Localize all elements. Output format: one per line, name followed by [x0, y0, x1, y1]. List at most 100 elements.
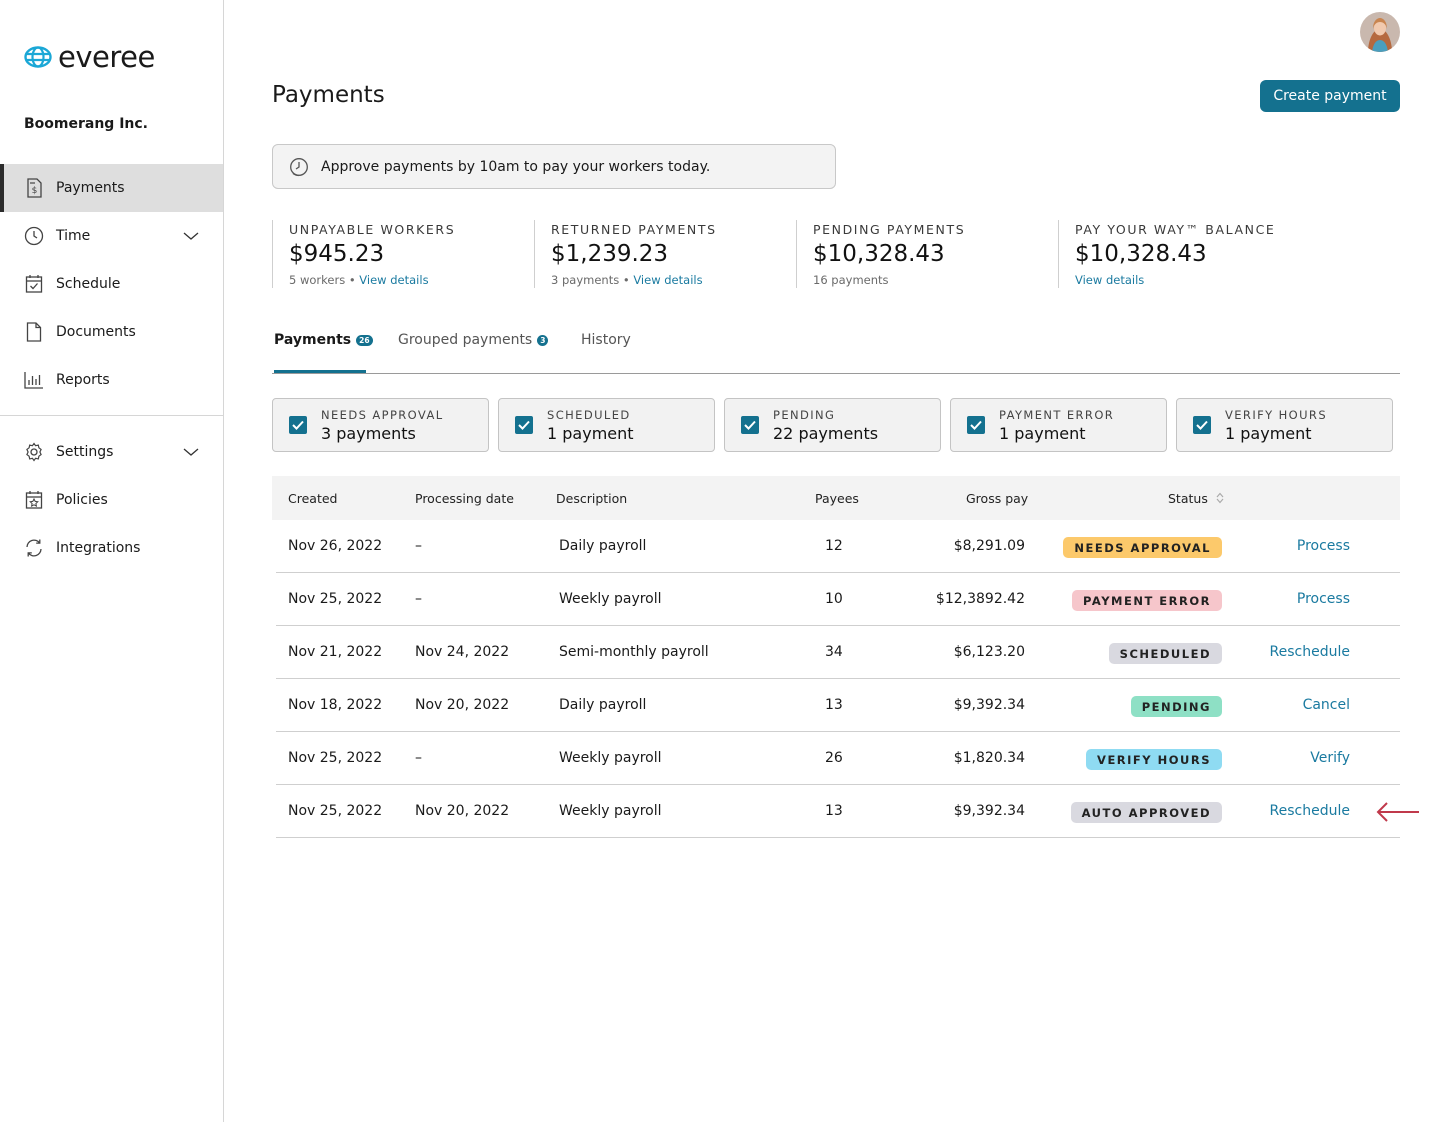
- stat-sub: 16 payments: [813, 273, 1058, 287]
- payees-cell: 26: [825, 750, 843, 766]
- sort-icon[interactable]: [1216, 492, 1224, 504]
- sidebar-item-time[interactable]: Time: [0, 212, 223, 260]
- gross-pay-cell: $6,123.20: [953, 644, 1025, 660]
- filter-verify-hours[interactable]: VERIFY HOURS 1 payment: [1176, 398, 1393, 452]
- created-cell: Nov 25, 2022: [288, 750, 383, 766]
- tab-payments[interactable]: Payments 26: [274, 330, 373, 350]
- stat-label: RETURNED PAYMENTS: [551, 222, 717, 237]
- status-badge: PENDING: [1130, 696, 1222, 717]
- view-details-link[interactable]: View details: [633, 273, 703, 287]
- table-row[interactable]: Nov 18, 2022 Nov 20, 2022 Daily payroll 13 $…: [276, 679, 1400, 732]
- tab-grouped-payments[interactable]: Grouped payments 3: [398, 330, 549, 350]
- globe-logo-icon: [24, 46, 52, 68]
- stat-value: $10,328.43: [813, 241, 945, 267]
- sidebar-item-label: Payments: [56, 180, 125, 196]
- sidebar-item-documents[interactable]: Documents: [0, 308, 223, 356]
- user-avatar[interactable]: [1360, 12, 1400, 52]
- checkbox-checked-icon[interactable]: [1193, 416, 1211, 434]
- table-row[interactable]: Nov 26, 2022 – Daily payroll 12 $8,291.09 NEE…: [276, 520, 1400, 573]
- row-action-link[interactable]: Reschedule: [1269, 803, 1350, 819]
- company-name: Boomerang Inc.: [24, 116, 148, 132]
- everee-logo[interactable]: everee: [24, 42, 155, 72]
- sidebar: everee Boomerang Inc. $ Payments Time Sc…: [0, 0, 224, 1122]
- checkbox-checked-icon[interactable]: [967, 416, 985, 434]
- table-row[interactable]: Nov 25, 2022 – Weekly payroll 26 $1,820.34 VE…: [276, 732, 1400, 785]
- table-row[interactable]: Nov 21, 2022 Nov 24, 2022 Semi-monthly pay…: [276, 626, 1400, 679]
- checkbox-checked-icon[interactable]: [741, 416, 759, 434]
- processing-date-cell: –: [415, 591, 422, 607]
- checkbox-checked-icon[interactable]: [515, 416, 533, 434]
- chevron-down-icon[interactable]: [183, 444, 199, 460]
- stats-summary: UNPAYABLE WORKERS $945.23 5 workers • Vi…: [272, 220, 1320, 288]
- row-action-link[interactable]: Reschedule: [1269, 644, 1350, 660]
- payment-tabs: Payments 26 Grouped payments 3 History: [272, 320, 1400, 374]
- filter-pending[interactable]: PENDING 22 payments: [724, 398, 941, 452]
- gear-icon: [24, 442, 44, 462]
- filter-scheduled[interactable]: SCHEDULED 1 payment: [498, 398, 715, 452]
- sidebar-item-policies[interactable]: Policies: [0, 476, 223, 524]
- svg-text:$: $: [32, 186, 38, 196]
- table-body: Nov 26, 2022 – Daily payroll 12 $8,291.09 NEE…: [272, 520, 1400, 838]
- payees-cell: 12: [825, 538, 843, 554]
- column-header-processing-date[interactable]: Processing date: [415, 491, 514, 506]
- processing-date-cell: –: [415, 538, 422, 554]
- description-cell: Weekly payroll: [559, 591, 662, 607]
- sidebar-item-integrations[interactable]: Integrations: [0, 524, 223, 572]
- sidebar-divider: [0, 415, 223, 416]
- filter-count: 1 payment: [999, 423, 1086, 443]
- row-action-link[interactable]: Cancel: [1302, 697, 1350, 713]
- stat-label: UNPAYABLE WORKERS: [289, 222, 456, 237]
- description-cell: Daily payroll: [559, 538, 647, 554]
- filter-count: 22 payments: [773, 423, 879, 443]
- column-header-gross-pay[interactable]: Gross pay: [966, 491, 1029, 506]
- sidebar-item-label: Integrations: [56, 540, 141, 556]
- processing-date-cell: Nov 20, 2022: [415, 803, 510, 819]
- created-cell: Nov 25, 2022: [288, 803, 383, 819]
- description-cell: Weekly payroll: [559, 750, 662, 766]
- payees-cell: 10: [825, 591, 843, 607]
- stat-pay-your-way-balance: PAY YOUR WAY™ BALANCE $10,328.43 View de…: [1058, 220, 1320, 288]
- tab-label: Payments: [274, 332, 352, 348]
- gross-pay-cell: $1,820.34: [953, 750, 1025, 766]
- clock-icon: [24, 226, 44, 246]
- filter-label: SCHEDULED: [547, 407, 631, 422]
- payees-cell: 13: [825, 697, 843, 713]
- sidebar-item-label: Settings: [56, 444, 114, 460]
- table-row[interactable]: Nov 25, 2022 Nov 20, 2022 Weekly payroll 13…: [276, 785, 1400, 838]
- stat-label: PENDING PAYMENTS: [813, 222, 966, 237]
- stat-sub: 3 payments • View details: [551, 273, 703, 287]
- stat-label: PAY YOUR WAY™ BALANCE: [1075, 222, 1276, 237]
- filter-label: VERIFY HOURS: [1225, 407, 1328, 422]
- column-header-created[interactable]: Created: [288, 491, 338, 506]
- clock-icon: [290, 157, 308, 176]
- filter-label: PAYMENT ERROR: [999, 407, 1115, 422]
- view-details-link[interactable]: View details: [359, 273, 429, 287]
- chevron-down-icon[interactable]: [183, 228, 199, 244]
- filter-needs-approval[interactable]: NEEDS APPROVAL 3 payments: [272, 398, 489, 452]
- column-header-status[interactable]: Status: [1168, 491, 1224, 506]
- status-filters: NEEDS APPROVAL 3 payments SCHEDULED 1 paym…: [272, 398, 1393, 452]
- row-action-link[interactable]: Process: [1296, 591, 1350, 607]
- checkbox-checked-icon[interactable]: [289, 416, 307, 434]
- sidebar-item-settings[interactable]: Settings: [0, 428, 223, 476]
- status-badge: VERIFY HOURS: [1086, 749, 1222, 770]
- column-header-description[interactable]: Description: [556, 491, 628, 506]
- sidebar-item-payments[interactable]: $ Payments: [0, 164, 223, 212]
- document-icon: [24, 322, 44, 342]
- created-cell: Nov 25, 2022: [288, 591, 383, 607]
- view-details-link[interactable]: View details: [1075, 273, 1145, 287]
- create-payment-button[interactable]: Create payment: [1260, 80, 1400, 112]
- table-row[interactable]: Nov 25, 2022 – Weekly payroll 10 $12,3892.42…: [276, 573, 1400, 626]
- row-action-link[interactable]: Verify: [1310, 750, 1350, 766]
- filter-label: PENDING: [773, 407, 836, 422]
- processing-date-cell: Nov 24, 2022: [415, 644, 510, 660]
- row-action-link[interactable]: Process: [1296, 538, 1350, 554]
- sidebar-item-reports[interactable]: Reports: [0, 356, 223, 404]
- left-arrow-icon: [1376, 802, 1419, 822]
- tab-history[interactable]: History: [581, 330, 631, 350]
- filter-payment-error[interactable]: PAYMENT ERROR 1 payment: [950, 398, 1167, 452]
- sidebar-item-schedule[interactable]: Schedule: [0, 260, 223, 308]
- tab-label: Grouped payments: [398, 332, 533, 348]
- column-header-payees[interactable]: Payees: [815, 491, 859, 506]
- gross-pay-cell: $8,291.09: [953, 538, 1025, 554]
